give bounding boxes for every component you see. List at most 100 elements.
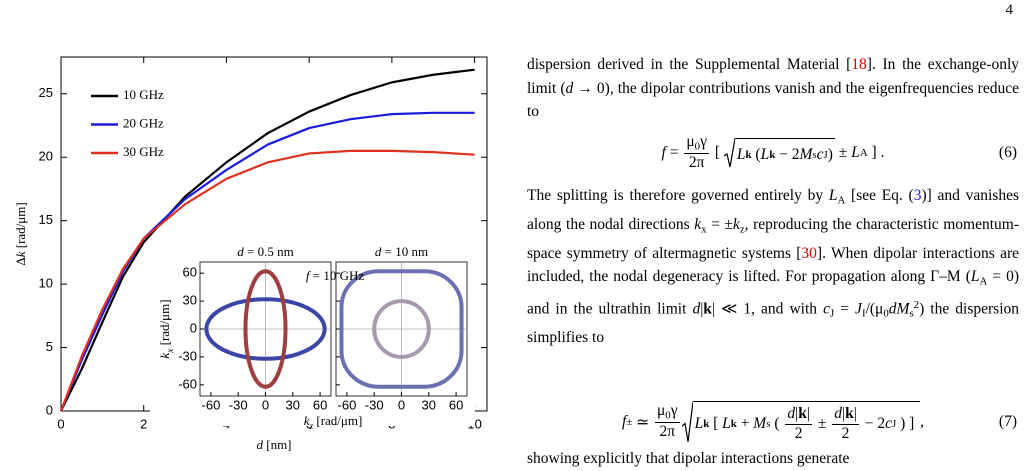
text-run: [see Eq. ( [845,187,914,204]
inset-x-tick-label: 60 [449,397,463,412]
math-run: c [823,300,830,318]
inset-x-tick-label: -30 [365,397,384,412]
text-run: , reproducing the characteristic momentu… [527,215,1019,262]
text-run: ) the dispersion simplifies to [527,300,1020,346]
data-line [59,149,475,412]
math-run: M [799,146,813,163]
denominator: 2π [684,154,709,173]
inset-y-tick-label: -30 [178,348,197,363]
text-run: | ≪ 1, and with [711,300,824,318]
y-axis-label: Δk [rad/μm] [13,202,28,265]
text-run: /(μ [865,300,884,318]
text-run: 2π [659,423,676,441]
radical-sign [682,401,693,443]
text-run: | [853,404,857,422]
numerator: d|k| [832,405,859,425]
text-run: − 2 [775,146,800,163]
math-run: s [766,418,771,430]
legend-label: 30 GHz [123,144,164,159]
math-run: A [979,275,988,288]
text-run: ) [827,146,833,163]
numerator: μ0γ [654,402,680,424]
equation-number: (7) [998,413,1017,430]
math-run: k [845,404,854,422]
text-run: k [157,353,172,359]
text-run: x [166,348,176,354]
dispersion-contour [243,269,288,389]
y-tick-label: 10 [39,276,53,291]
math-run: L [736,146,746,163]
text-run: + [736,415,754,432]
math-run: c [816,146,824,163]
math-run: d [692,300,701,318]
math-run: L [851,144,860,161]
text-run: k [304,413,310,428]
dispersion-contour [372,299,431,359]
math-run: f [621,413,627,430]
math-run: L [722,415,731,432]
inset-y-tick-label: -60 [178,376,197,391]
inset-x-tick-label: 30 [286,397,300,412]
fraction: d|k| 2 [785,405,812,443]
x-tick-label: 0 [57,416,64,431]
math-run: L [970,268,980,285]
math-run: J [829,307,835,320]
citation: 3 [913,187,922,204]
equation-number: (6) [998,144,1017,161]
text-run: k [13,251,28,257]
text-run: | [806,404,810,422]
denominator: 2π [655,423,680,442]
math-run: I [861,307,866,320]
text-run: showing explicitly that dipolar interact… [527,450,850,467]
text-run: z [308,422,313,432]
math-run: J [891,418,897,430]
text-run: dispersion derived in the Supplemental M… [527,56,852,73]
math-run: A [859,147,868,159]
math-run: 0 [694,140,701,153]
inset-x-tick-label: -60 [202,397,221,412]
text-run: ]. In the exchange-only limit ( [527,56,1019,97]
text-run: 2π [688,154,705,172]
inset-y-label: kx [rad/μm] [157,299,176,358]
text-run: [rad/μm] [313,413,362,428]
data-line [60,68,475,412]
dispersion-contour [339,269,464,389]
radical-sign [724,138,735,168]
text-run: | [700,300,704,318]
text-run: 2 [841,424,850,442]
math-run: s [909,307,914,320]
math-run: J [823,149,828,161]
inset-panel-title: d = 10 nm [375,244,428,259]
text-run: = 0) and in the ultrathin limit [527,268,1019,318]
text-run: d [256,437,263,452]
x-tick-label: 2 [140,416,147,431]
math-run: k [769,149,776,161]
text-run: d [237,244,244,259]
citation: 18 [851,56,867,73]
text-run: | [841,404,846,422]
text-run: d [375,244,382,259]
text-run: )] and vanishes along the nodal directio… [527,187,1019,233]
text-run: ) ] [896,415,919,432]
figure: 02468100510152025d [nm]Δk [rad/μm]10 GHz… [13,56,488,452]
text-run: f [306,268,312,283]
text-run: ( [770,415,784,432]
denominator: 2 [832,425,859,444]
math-run: k [730,418,737,430]
citation: 30 [801,244,817,262]
inset-y-tick-label: 60 [183,265,197,280]
inset-panel: -60 -30 0 30 60 -60 -30 0 30 60 d = 0.5 nm [178,244,332,412]
math-run: d [565,79,574,97]
text-run: ± [813,415,831,432]
text-run: ( [751,146,761,163]
numerator: μ0γ [684,133,709,155]
text-run: = [834,300,856,318]
inset-x-tick-label: 30 [422,397,436,412]
text-run: [rad/μm] [13,202,28,251]
x-axis-label: d [nm] [256,437,291,452]
denominator: 2 [785,425,812,444]
